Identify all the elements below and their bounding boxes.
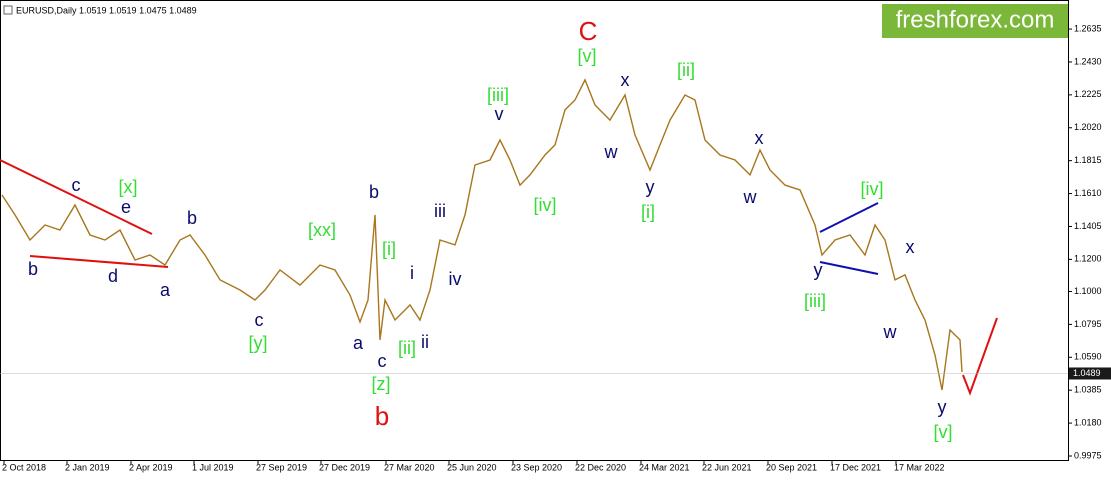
wave-label: c (255, 310, 264, 330)
brand-box (882, 4, 1068, 38)
wave-label: [ii] (398, 338, 416, 358)
x-tick-label: 17 Mar 2022 (894, 462, 945, 472)
wave-label: [ii] (677, 60, 695, 80)
wave-label: b (187, 208, 197, 228)
y-tick-label: 1.0795 (1074, 319, 1102, 329)
plot-frame (0, 0, 1069, 461)
symbol-icon (3, 5, 13, 15)
wave-label: iv (449, 269, 462, 289)
wave-label: x (906, 237, 915, 257)
trend-line (819, 202, 879, 233)
wave-label: v (495, 104, 504, 124)
wave-label: [z] (371, 374, 390, 394)
wave-label: [iv] (533, 195, 556, 215)
x-tick-label: 2 Jan 2019 (65, 462, 110, 472)
wave-label: [iii] (487, 85, 509, 105)
price-line (1, 78, 963, 391)
wave-label: b (28, 259, 38, 279)
wave-label: x (755, 128, 764, 148)
x-tick-label: 25 Jun 2020 (447, 462, 497, 472)
x-tick-label: 2 Apr 2019 (129, 462, 173, 472)
wave-label: w (883, 322, 898, 342)
wave-label: [y] (248, 333, 267, 353)
wave-label: a (353, 333, 364, 353)
x-tick-label: 20 Sep 2021 (766, 462, 817, 472)
wave-label: y (938, 397, 947, 417)
wave-label: iii (434, 201, 446, 221)
wave-label: a (160, 280, 171, 300)
wave-label: [v] (933, 422, 952, 442)
trend-line (29, 255, 169, 268)
x-tick-label: 22 Dec 2020 (575, 462, 626, 472)
wave-label: y (646, 177, 655, 197)
wave-label: c (378, 351, 387, 371)
wave-label: d (108, 266, 118, 286)
wave-label: b (369, 182, 379, 202)
wave-label: C (579, 16, 598, 46)
x-tick-label: 17 Dec 2021 (830, 462, 881, 472)
x-tick-label: 27 Dec 2019 (319, 462, 370, 472)
forecast-arrow (962, 317, 998, 396)
y-tick-label: 1.1610 (1074, 188, 1102, 198)
trend-line (819, 261, 879, 275)
x-tick-label: 1 Jul 2019 (192, 462, 234, 472)
wave-label: ii (421, 332, 429, 352)
y-tick-label: 1.2635 (1074, 23, 1102, 33)
wave-label: x (621, 70, 630, 90)
wave-label: w (604, 142, 619, 162)
x-tick-label: 27 Mar 2020 (384, 462, 435, 472)
trend-line (0, 159, 153, 235)
wave-label: [xx] (308, 220, 336, 240)
x-tick-label: 24 Mar 2021 (639, 462, 690, 472)
wave-label: e (121, 197, 131, 217)
chart-title: EURUSD,Daily 1.0519 1.0519 1.0475 1.0489 (16, 5, 197, 15)
wave-label: y (814, 260, 823, 280)
y-tick-label: 1.1200 (1074, 254, 1102, 264)
brand: freshforex.com (896, 6, 1055, 33)
wave-label: c (72, 175, 81, 195)
y-tick-label: 1.1405 (1074, 221, 1102, 231)
wave-label: [v] (577, 46, 596, 66)
y-tick-label: 1.2430 (1074, 56, 1102, 66)
wave-label: [i] (382, 239, 396, 259)
x-tick-label: 2 Oct 2018 (2, 462, 46, 472)
wave-label: [x] (118, 177, 137, 197)
y-tick-label: 1.1815 (1074, 155, 1102, 165)
y-tick-label: 0.9975 (1074, 450, 1102, 460)
y-tick-label: 1.0180 (1074, 417, 1102, 427)
wave-label: b (375, 401, 389, 431)
y-tick-label: 1.1000 (1074, 286, 1102, 296)
y-tick-label: 1.2225 (1074, 89, 1102, 99)
last-price-label: 1.0489 (1073, 368, 1101, 378)
wave-label: [iii] (804, 291, 826, 311)
y-tick-label: 1.0590 (1074, 352, 1102, 362)
wave-label: [i] (641, 202, 655, 222)
wave-label: w (743, 187, 758, 207)
wave-label: [iv] (860, 179, 883, 199)
last-price-box (1069, 367, 1111, 380)
y-tick-label: 1.0385 (1074, 385, 1102, 395)
wave-label: i (410, 263, 414, 283)
x-tick-label: 22 Jun 2021 (702, 462, 752, 472)
y-tick-label: 1.2020 (1074, 122, 1102, 132)
x-tick-label: 27 Sep 2019 (256, 462, 307, 472)
x-tick-label: 23 Sep 2020 (511, 462, 562, 472)
